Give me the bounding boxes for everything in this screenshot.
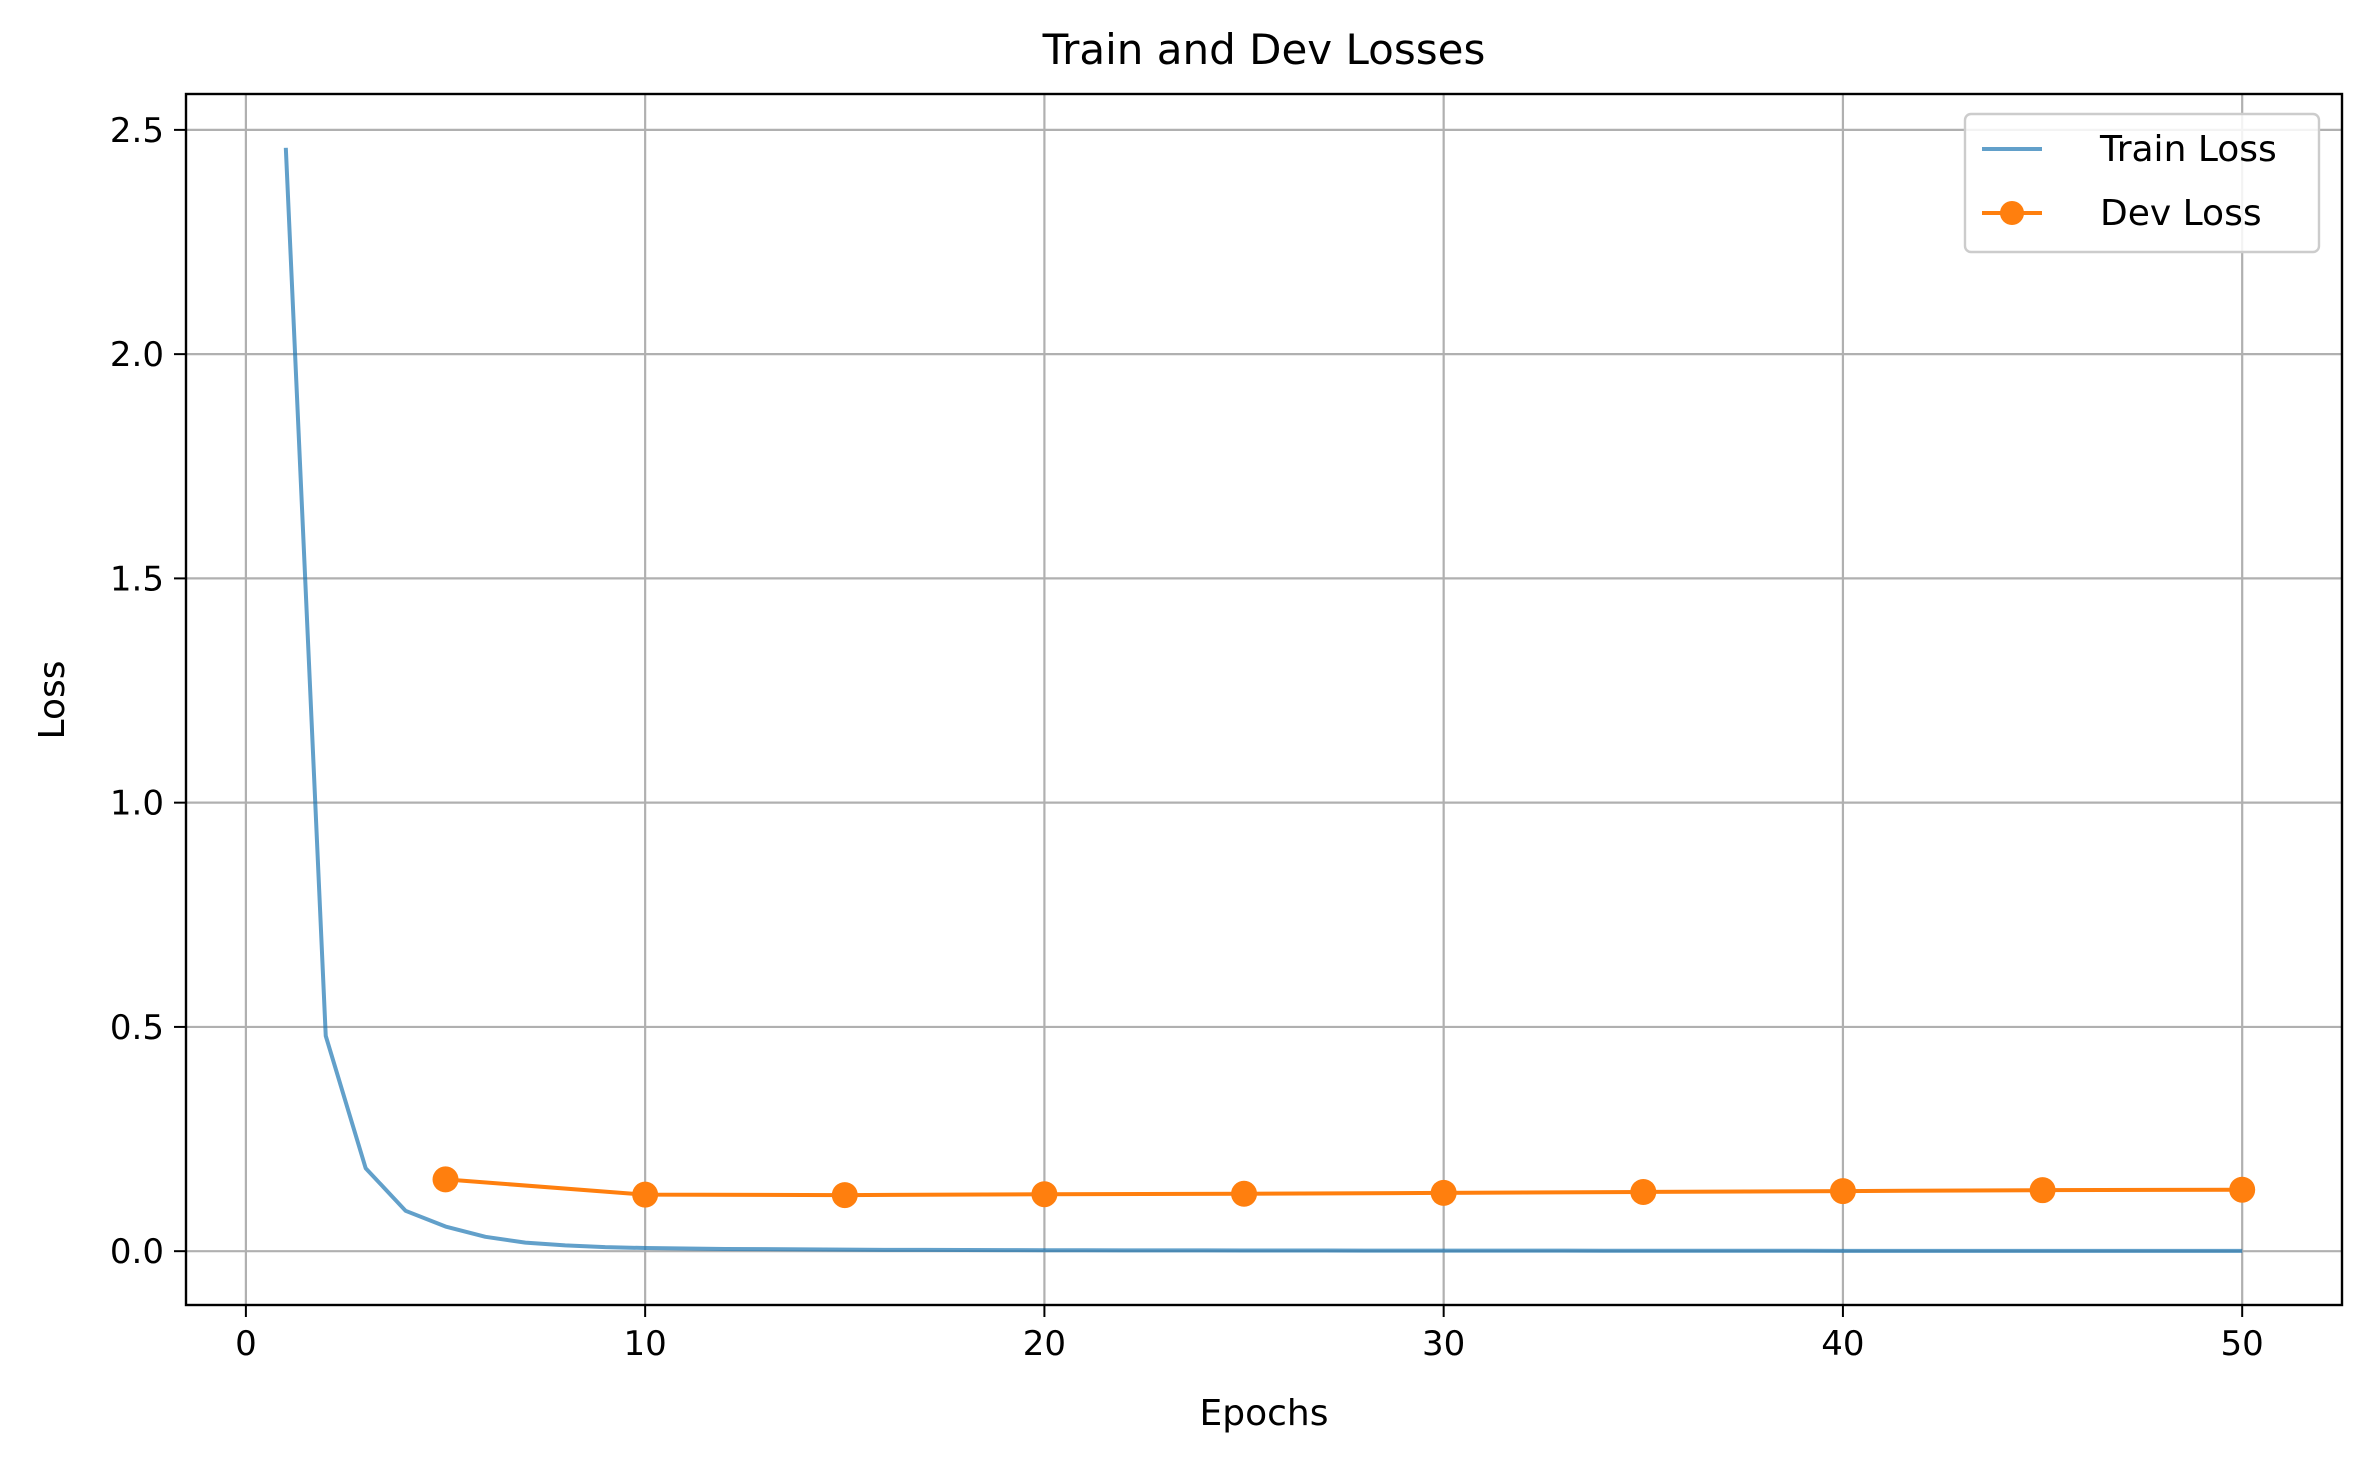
y-tick-label: 2.0 — [110, 335, 164, 375]
chart-title: Train and Dev Losses — [1042, 25, 1486, 74]
legend-label-train-loss: Train Loss — [2099, 129, 2277, 170]
data-point-dev-loss — [1829, 1178, 1856, 1205]
data-point-dev-loss — [1231, 1180, 1258, 1207]
legend-marker-dev-loss — [2000, 201, 2024, 225]
y-axis-ticks: 0.0 0.5 1.0 1.5 2.0 2.5 — [110, 111, 186, 1272]
series-line-dev-loss — [445, 1177, 2243, 1198]
data-point-dev-loss — [432, 1166, 459, 1193]
plot-background — [186, 94, 2342, 1305]
axes-frame — [184, 92, 2344, 1307]
y-tick-label: 0.5 — [110, 1008, 164, 1048]
y-tick-label: 1.5 — [110, 559, 164, 599]
x-axis-ticks: 0 10 20 30 40 50 — [235, 1305, 2264, 1364]
data-point-dev-loss — [1630, 1178, 1657, 1205]
data-point-dev-loss — [2029, 1177, 2056, 1204]
series-layer — [283, 147, 2256, 1253]
x-tick-label: 40 — [1821, 1324, 1864, 1364]
x-axis-label: Epochs — [1200, 1393, 1329, 1434]
data-point-dev-loss — [1430, 1179, 1457, 1206]
y-axis-label: Loss — [32, 661, 73, 740]
legend-box — [1963, 112, 2321, 254]
legend-label-dev-loss: Dev Loss — [2100, 193, 2262, 234]
y-tick-label: 1.0 — [110, 784, 164, 824]
legend: Train Loss Dev Loss — [1963, 112, 2321, 254]
y-tick-label: 0.0 — [110, 1232, 164, 1272]
y-tick-label: 2.5 — [110, 111, 164, 151]
x-tick-label: 0 — [235, 1324, 257, 1364]
data-point-dev-loss — [632, 1181, 659, 1208]
series-line-train-loss — [283, 147, 2243, 1253]
data-point-dev-loss — [2229, 1176, 2256, 1203]
plot-area — [184, 92, 2344, 1307]
x-tick-label: 10 — [624, 1324, 667, 1364]
data-point-dev-loss — [1031, 1181, 1058, 1208]
x-tick-label: 20 — [1023, 1324, 1066, 1364]
data-point-dev-loss — [831, 1182, 858, 1209]
x-tick-label: 50 — [2221, 1324, 2264, 1364]
x-tick-label: 30 — [1422, 1324, 1465, 1364]
